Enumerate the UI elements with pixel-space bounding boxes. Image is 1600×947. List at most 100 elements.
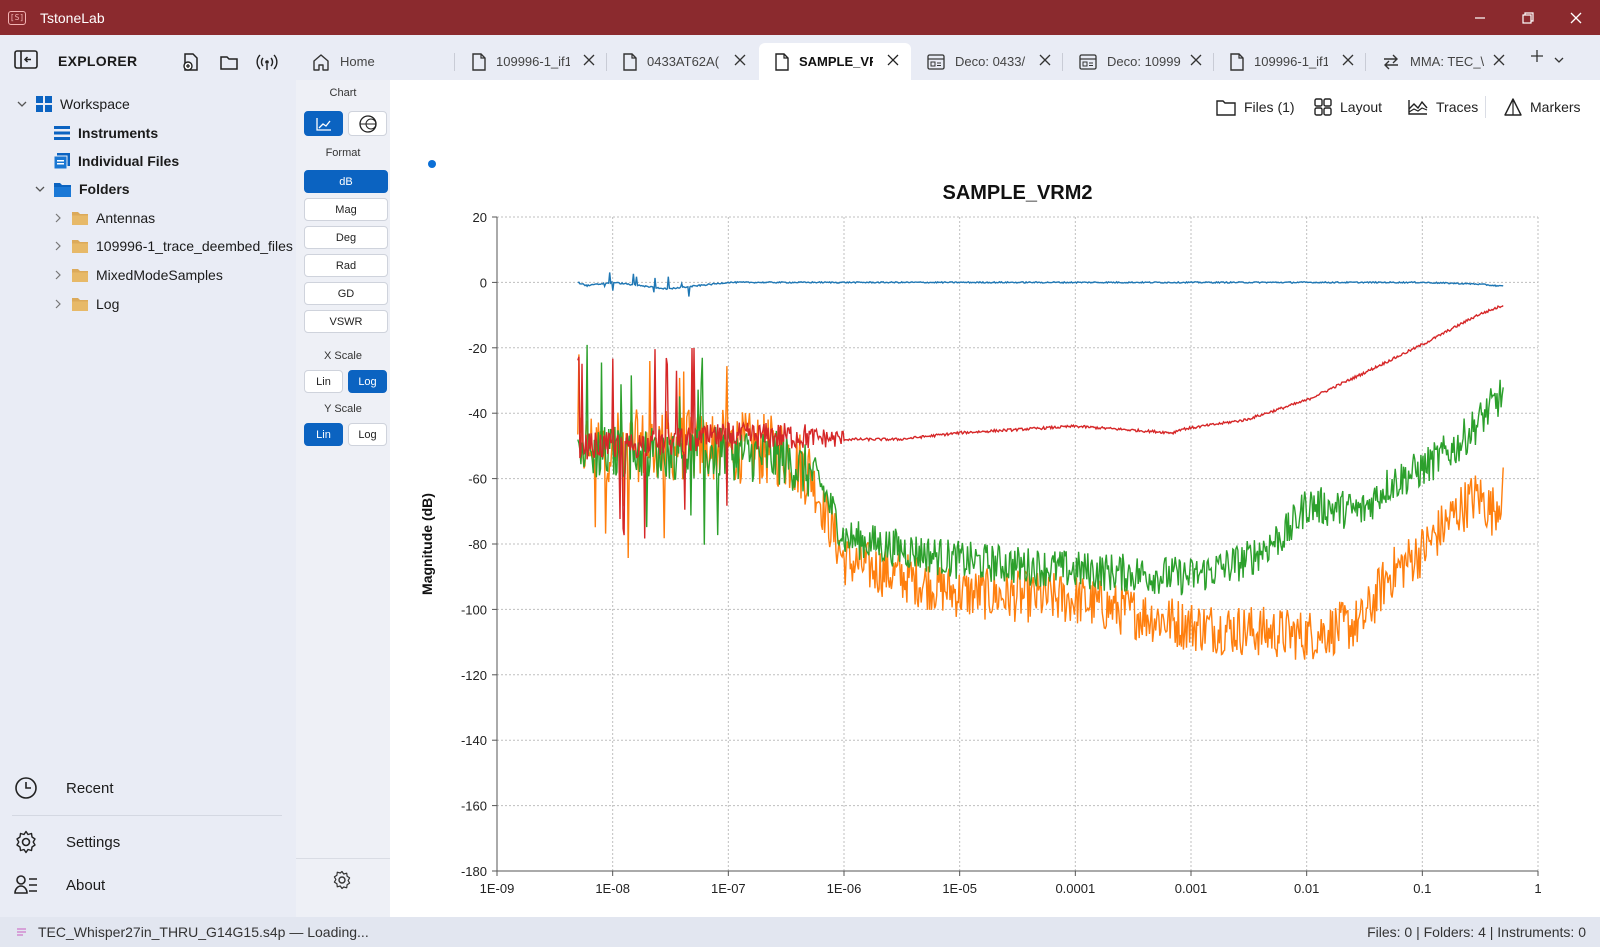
files-label: Files (1) (1244, 99, 1295, 115)
close-icon (1493, 54, 1505, 66)
tree-item-workspace[interactable]: Workspace (16, 91, 130, 117)
close-icon (734, 54, 746, 66)
tab-separator (606, 53, 607, 71)
close-tab-button[interactable] (583, 54, 595, 66)
chevron-right-icon[interactable] (52, 299, 64, 309)
layout-button[interactable]: Layout (1314, 94, 1382, 120)
collapse-sidebar-button[interactable] (14, 50, 38, 73)
close-tab-button[interactable] (1493, 54, 1505, 66)
chevron-down-icon[interactable] (34, 184, 46, 194)
tab-separator (1213, 53, 1214, 71)
new-tab-button[interactable] (1530, 49, 1544, 66)
explorer-sidebar: EXPLORER Workspace Instruments Individua… (0, 35, 296, 917)
chevron-right-icon[interactable] (52, 270, 64, 280)
chevron-right-icon[interactable] (52, 241, 64, 251)
yscale-log-button[interactable]: Log (348, 423, 387, 446)
loading-file-icon (17, 928, 26, 936)
format-panel: Chart Format dB Mag Deg Rad GD VSWR X Sc… (296, 80, 390, 917)
close-tab-button[interactable] (887, 54, 899, 66)
close-icon (1039, 54, 1051, 66)
close-tab-button[interactable] (1190, 54, 1202, 66)
chevron-right-icon[interactable] (52, 213, 64, 223)
folder-icon (220, 56, 238, 70)
y-tick-label: -40 (468, 406, 487, 421)
format-mag-button[interactable]: Mag (304, 198, 388, 221)
smith-chart-button[interactable] (348, 111, 387, 136)
y-tick-label: -140 (461, 733, 487, 748)
yscale-lin-button[interactable]: Lin (304, 423, 343, 446)
file-icon (623, 52, 637, 71)
tree-item-label: MixedModeSamples (96, 267, 223, 283)
tree-item-folder[interactable]: Log (52, 291, 119, 317)
traces-button[interactable]: Traces (1408, 94, 1478, 120)
tab-deco[interactable]: Deco: 10999 (1063, 43, 1214, 80)
tab-label: 109996-1_if1 (496, 54, 570, 69)
file-icon (472, 52, 486, 71)
tab-file[interactable]: 109996-1_if1 (456, 43, 607, 80)
instruments-button[interactable] (256, 51, 278, 73)
folder-icon (72, 297, 88, 311)
y-tick-label: -180 (461, 864, 487, 879)
x-tick-label: 0.0001 (1055, 881, 1095, 896)
markers-label: Markers (1530, 99, 1581, 115)
tab-file[interactable]: 109996-1_if1 (1214, 43, 1366, 80)
tab-deco[interactable]: Deco: 0433/ (911, 43, 1063, 80)
files-button[interactable]: Files (1) (1216, 94, 1295, 120)
chart-label: Chart (329, 87, 357, 99)
x-tick-label: 1E-09 (480, 881, 515, 896)
close-window-button[interactable] (1552, 0, 1600, 35)
y-axis-title: Magnitude (dB) (419, 493, 435, 595)
home-icon (312, 53, 330, 71)
restore-button[interactable] (1504, 0, 1552, 35)
about-button[interactable]: About (14, 869, 105, 901)
recent-label: Recent (66, 779, 114, 797)
tree-item-folders[interactable]: Folders (34, 176, 130, 202)
format-vswr-button[interactable]: VSWR (304, 310, 388, 333)
open-folder-button[interactable] (218, 51, 240, 73)
tab-list-button[interactable] (1554, 52, 1564, 67)
tree-item-instruments[interactable]: Instruments (54, 120, 158, 146)
format-db-button[interactable]: dB (304, 170, 388, 193)
markers-button[interactable]: Markers (1504, 94, 1581, 120)
tab-bar: Home 109996-1_if1 0433AT62A( SAMPLE_VR D… (296, 35, 1600, 80)
tab-label: Home (340, 54, 375, 69)
tab-home[interactable]: Home (296, 43, 456, 80)
cartesian-chart-button[interactable] (304, 111, 343, 136)
tree-item-folder[interactable]: MixedModeSamples (52, 262, 223, 288)
add-file-button[interactable] (180, 51, 202, 73)
tab-mma[interactable]: MMA: TEC_\ (1366, 43, 1517, 80)
clock-icon (15, 777, 37, 799)
close-tab-button[interactable] (734, 54, 746, 66)
tree-item-folder[interactable]: 109996-1_trace_deembed_files (52, 233, 293, 259)
settings-button[interactable]: Settings (14, 826, 120, 858)
folder-icon (54, 182, 71, 197)
tree-item-folder[interactable]: Antennas (52, 205, 155, 231)
tree-item-individual-files[interactable]: Individual Files (54, 148, 179, 174)
smith-chart-icon (358, 114, 377, 133)
format-label: Format (325, 147, 361, 159)
chevron-down-icon[interactable] (16, 99, 28, 109)
format-rad-button[interactable]: Rad (304, 254, 388, 277)
minimize-button[interactable] (1456, 0, 1504, 35)
close-tab-button[interactable] (1039, 54, 1051, 66)
magnitude-chart[interactable]: 1E-09 1E-08 1E-07 1E-06 1E-05 0.0001 0.001 0.01… (390, 137, 1600, 917)
tree-item-label: Folders (79, 181, 130, 197)
tree-item-label: Instruments (78, 125, 159, 141)
y-tick-label: -20 (468, 341, 487, 356)
close-tab-button[interactable] (1342, 54, 1354, 66)
tab-separator (454, 53, 455, 71)
workspace-counts: Files: 0 | Folders: 4 | Instruments: 0 (1367, 924, 1586, 940)
tab-file[interactable]: 0433AT62A( (607, 43, 758, 80)
traces-label: Traces (1436, 99, 1479, 115)
format-gd-button[interactable]: GD (304, 282, 388, 305)
recent-button[interactable]: Recent (14, 772, 114, 804)
chart-settings-button[interactable] (332, 870, 352, 893)
x-tick-label: 1E-05 (942, 881, 977, 896)
layout-label: Layout (1340, 99, 1383, 115)
xscale-lin-button[interactable]: Lin (304, 370, 343, 393)
format-deg-button[interactable]: Deg (304, 226, 388, 249)
x-tick-label: 0.1 (1413, 881, 1431, 896)
tab-sample-vrm2[interactable]: SAMPLE_VR (759, 43, 911, 80)
xscale-log-button[interactable]: Log (348, 370, 387, 393)
yscale-label: Y Scale (324, 403, 362, 415)
